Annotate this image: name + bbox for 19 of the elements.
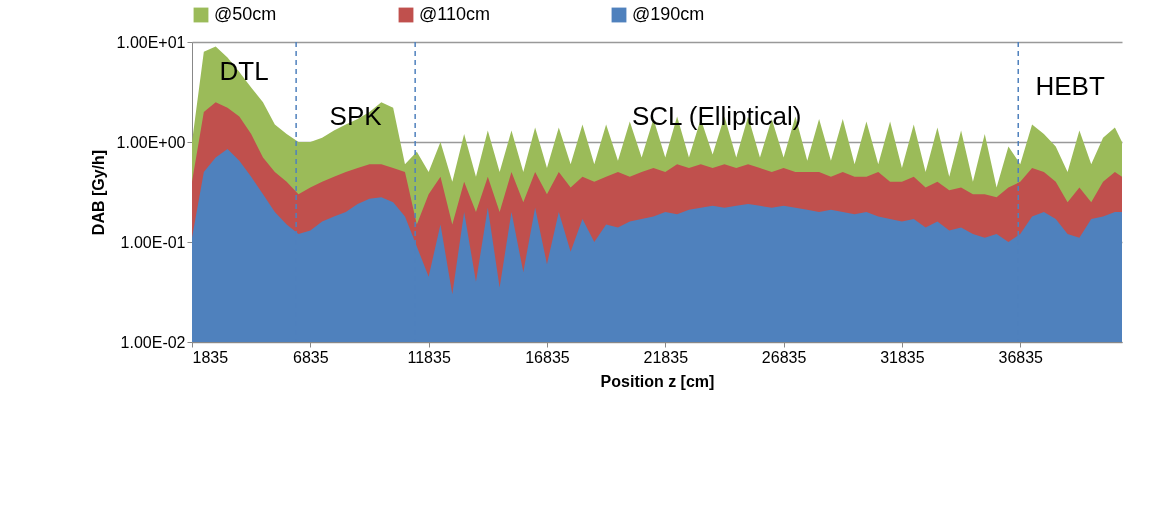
x-tick-label: 1835 bbox=[192, 348, 229, 366]
x-tick-label: 26835 bbox=[761, 348, 807, 366]
x-tick-label: 16835 bbox=[525, 348, 570, 366]
y-tick-label: 1.00E+00 bbox=[116, 133, 186, 151]
y-tick-label: 1.00E-01 bbox=[120, 233, 186, 251]
annotation: HEBT bbox=[1035, 71, 1105, 101]
y-tick-label: 1.00E+01 bbox=[116, 33, 186, 51]
x-axis-title: Position z [cm] bbox=[600, 372, 715, 390]
x-tick-label: 31835 bbox=[880, 348, 925, 366]
x-tick-label: 21835 bbox=[643, 348, 689, 366]
annotation: SCL (Elliptical) bbox=[631, 101, 802, 131]
legend-label: @110cm bbox=[419, 4, 490, 24]
legend-label: @50cm bbox=[214, 4, 277, 24]
y-tick-label: 1.00E-02 bbox=[120, 333, 186, 351]
y-axis-title: DAB [Gy/h] bbox=[89, 149, 107, 236]
x-tick-label: 11835 bbox=[407, 348, 451, 366]
x-tick-label: 6835 bbox=[293, 348, 329, 366]
x-tick-label: 36835 bbox=[998, 348, 1044, 366]
legend-label: @190cm bbox=[632, 4, 705, 24]
